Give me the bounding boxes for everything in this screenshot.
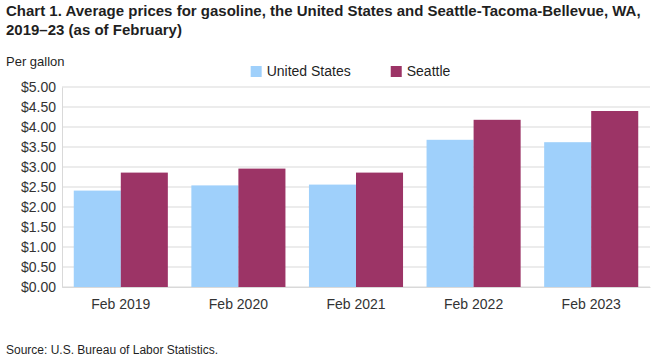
bar [309, 185, 356, 287]
title: Chart 1. Average prices for gasoline, th… [6, 2, 645, 38]
y-axis-label: Per gallon [6, 54, 65, 69]
x-tick: Feb 2021 [326, 287, 385, 312]
source: Source: U.S. Bureau of Labor Statistics. [6, 343, 218, 357]
y-tick: $5.00 [21, 79, 62, 95]
x-tick-label: Feb 2022 [444, 296, 503, 312]
y-tick: $3.00 [21, 159, 62, 175]
bar [544, 142, 591, 287]
legend-item: Seattle [391, 63, 451, 79]
y-tick-label: $4.00 [21, 119, 56, 135]
bar [591, 111, 638, 287]
y-tick: $0.50 [21, 259, 62, 275]
grid-line [62, 87, 650, 88]
y-tick: $3.50 [21, 139, 62, 155]
chart: Chart 1. Average prices for gasoline, th… [0, 0, 661, 361]
legend: United States Seattle [251, 63, 451, 79]
grid-line [62, 127, 650, 128]
y-tick: $0.00 [21, 279, 62, 295]
legend-swatch [251, 66, 262, 77]
y-tick: $4.00 [21, 119, 62, 135]
x-tick-label: Feb 2023 [562, 296, 621, 312]
bar [474, 120, 521, 287]
bar [356, 173, 403, 287]
x-tick: Feb 2023 [562, 287, 621, 312]
y-tick: $1.00 [21, 239, 62, 255]
legend-label: United States [267, 63, 351, 79]
y-tick-label: $3.50 [21, 139, 56, 155]
y-tick-label: $1.50 [21, 219, 56, 235]
y-tick-label: $2.50 [21, 179, 56, 195]
x-tick: Feb 2019 [91, 287, 150, 312]
x-tick-label: Feb 2019 [91, 296, 150, 312]
y-tick: $2.50 [21, 179, 62, 195]
x-axis: Feb 2019 Feb 2020 Feb 2021 Feb 2022 Feb 2023 [63, 287, 651, 312]
bar [427, 140, 474, 287]
grid-line [62, 107, 650, 108]
bars [74, 111, 638, 287]
bar [121, 173, 168, 287]
y-tick: $2.00 [21, 199, 62, 215]
x-tick: Feb 2022 [444, 287, 503, 312]
grid [62, 87, 650, 287]
y-axis-line [62, 88, 63, 288]
y-tick-label: $4.50 [21, 99, 56, 115]
x-tick-label: Feb 2020 [209, 296, 268, 312]
y-tick: $1.50 [21, 219, 62, 235]
y-tick-label: $0.00 [21, 279, 56, 295]
y-tick-label: $0.50 [21, 259, 56, 275]
legend-label: Seattle [407, 63, 451, 79]
y-tick-label: $2.00 [21, 199, 56, 215]
y-axis: $0.00 $0.50 $1.00 $1.50 $2.00 $2.50 $3.00 $3.50… [21, 79, 63, 295]
bar [191, 185, 238, 287]
bar [238, 169, 285, 287]
legend-swatch [391, 66, 402, 77]
x-axis-line [63, 287, 651, 288]
bar [74, 191, 121, 287]
y-tick-label: $5.00 [21, 79, 56, 95]
y-tick-label: $1.00 [21, 239, 56, 255]
y-tick-label: $3.00 [21, 159, 56, 175]
series [121, 111, 638, 287]
x-tick: Feb 2020 [209, 287, 268, 312]
x-tick-label: Feb 2021 [326, 296, 385, 312]
legend-item: United States [251, 63, 351, 79]
y-tick: $4.50 [21, 99, 62, 115]
